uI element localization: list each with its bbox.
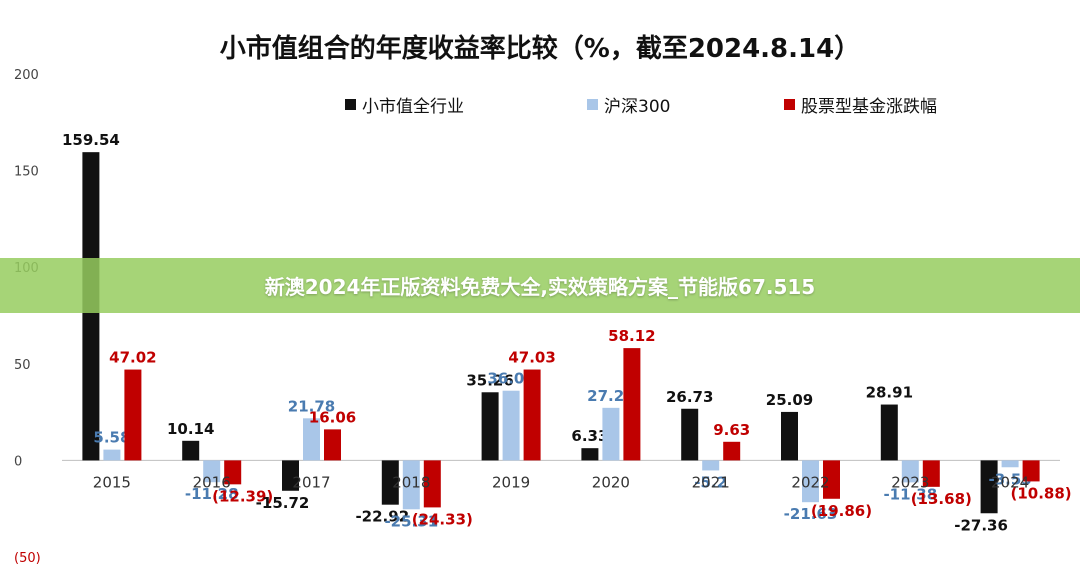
x-tick-label: 2015: [93, 473, 131, 491]
data-label: 28.91: [866, 384, 913, 402]
data-label: 36.07: [487, 370, 534, 388]
bar: [282, 460, 299, 491]
data-label: 10.14: [167, 420, 214, 438]
data-label: (24.33): [412, 510, 473, 528]
x-tick-label: 2020: [592, 473, 630, 491]
bar: [723, 441, 741, 461]
bar: [402, 460, 420, 510]
bar: [523, 369, 541, 461]
legend-item-equity-fund: 股票型基金涨跌幅: [784, 92, 937, 117]
legend-swatch-csi300: [587, 99, 598, 110]
bar: [324, 429, 341, 461]
bar: [901, 460, 919, 483]
legend-item-small-cap: 小市值全行业: [345, 92, 464, 117]
data-label: -3.55: [988, 470, 1031, 488]
legend-label-small-cap: 小市值全行业: [362, 97, 464, 117]
legend-swatch-small-cap: [345, 99, 356, 110]
x-tick-label: 2022: [791, 473, 829, 491]
x-tick-label: 2017: [292, 473, 330, 491]
legend-label-csi300: 沪深300: [604, 97, 671, 117]
y-tick-label: 200: [14, 68, 39, 83]
x-tick-label: 2024: [991, 473, 1029, 491]
data-label: 27.21: [587, 387, 634, 405]
bar: [124, 369, 142, 461]
bar: [381, 460, 399, 505]
bar: [980, 460, 998, 514]
bar: [781, 411, 798, 461]
data-label: 26.73: [666, 388, 713, 406]
bar: [581, 448, 599, 461]
bar: [702, 460, 720, 471]
bar: [182, 440, 200, 461]
x-tick-label: 2021: [692, 473, 730, 491]
bar: [103, 449, 121, 461]
data-label: (12.39): [212, 487, 273, 505]
bar: [880, 404, 898, 461]
legend-item-csi300: 沪深300: [587, 92, 670, 117]
data-label: -27.36: [954, 516, 1008, 534]
data-label: -22.92: [355, 508, 409, 526]
data-label: 25.09: [766, 391, 813, 409]
y-tick-label: (50): [14, 551, 41, 566]
bar: [802, 460, 819, 503]
legend-label-equity-fund: 股票型基金涨跌幅: [801, 97, 937, 117]
y-tick-label: 0: [14, 454, 22, 469]
chart-title: 小市值组合的年度收益率比较（%，截至2024.8.14）: [219, 34, 861, 64]
data-label: (19.86): [811, 502, 872, 520]
bar: [203, 460, 221, 483]
bar: [681, 408, 699, 461]
bar: [502, 390, 520, 461]
data-label: -11.28: [185, 485, 239, 503]
data-label: 35.26: [466, 371, 513, 389]
y-tick-label: 50: [14, 358, 31, 373]
bar: [224, 460, 242, 485]
watermark-banner: 新澳2024年正版资料免费大全,实效策略方案_节能版67.515: [0, 258, 1080, 313]
bar: [1001, 460, 1019, 468]
legend-swatch-equity-fund: [784, 99, 795, 110]
bar: [602, 407, 620, 461]
data-label: -15.72: [256, 494, 310, 512]
banner-text: 新澳2024年正版资料免费大全,实效策略方案_节能版67.515: [264, 275, 816, 299]
data-label: 47.03: [508, 349, 555, 367]
x-tick-label: 2018: [392, 473, 430, 491]
bar: [1022, 460, 1040, 482]
x-tick-label: 2019: [492, 473, 530, 491]
data-label: 21.78: [288, 397, 335, 415]
data-label: -21.63: [784, 505, 838, 523]
bar: [423, 460, 441, 508]
x-tick-label: 2023: [891, 473, 929, 491]
data-label: (13.68): [911, 490, 972, 508]
data-label: -11.38: [883, 485, 937, 503]
data-label: 9.63: [713, 421, 750, 439]
data-label: -25.31: [384, 512, 438, 530]
bar: [823, 460, 840, 499]
bar: [481, 392, 499, 461]
y-tick-label: 150: [14, 165, 39, 180]
x-tick-label: 2016: [193, 473, 231, 491]
data-label: 47.02: [109, 349, 156, 367]
data-label: (10.88): [1011, 484, 1072, 502]
data-label: 16.06: [309, 408, 356, 426]
bar: [922, 460, 940, 487]
data-label: 5.58: [93, 429, 130, 447]
data-label: 6.33: [571, 427, 608, 445]
data-label: 159.54: [62, 131, 120, 149]
data-label: 58.12: [608, 327, 655, 345]
data-label: -5.2: [694, 473, 727, 491]
bar: [623, 348, 641, 461]
bar: [303, 418, 320, 461]
